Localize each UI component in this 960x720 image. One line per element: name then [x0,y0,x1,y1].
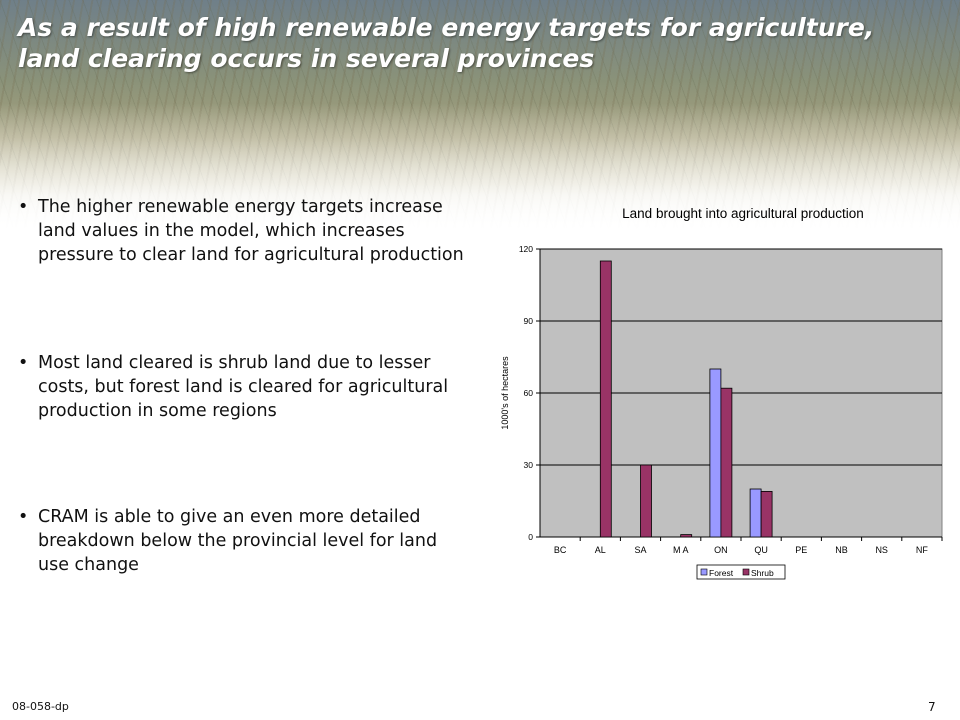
x-tick-label: SA [634,545,646,555]
bullet-item-3: • CRAM is able to give an even more deta… [18,505,468,577]
x-tick-label: BC [554,545,567,555]
footer-code: 08-058-dp [12,700,69,713]
bar-shrub-on [720,387,733,538]
bullet-text-3: CRAM is able to give an even more detail… [38,507,438,575]
bullet-item-2: • Most land cleared is shrub land due to… [18,351,468,423]
bar-forest-qu [749,488,762,538]
x-tick-label: AL [595,545,606,555]
bar-chart: Land brought into agricultural productio… [500,206,943,580]
y-axis-label: 1000's of hectares [500,356,510,430]
bullet-dot: • [18,353,29,373]
x-tick-label: ON [714,545,728,555]
legend-swatch-shrub [742,568,750,576]
y-tick-label: 0 [528,532,533,542]
page-number: 7 [928,700,936,714]
bar-shrub-al [599,260,612,538]
legend-swatch-forest [700,568,708,576]
bullet-dot: • [18,507,29,527]
bullet-list: • The higher renewable energy targets in… [18,195,468,577]
bar-shrub-qu [760,490,773,538]
legend-label-forest: Forest [709,568,734,578]
y-tick-label: 120 [519,244,533,254]
y-tick-label: 30 [524,460,534,470]
bullet-text-1: The higher renewable energy targets incr… [38,197,464,265]
x-tick-label: NB [835,545,848,555]
slide-title-line-1: As a result of high renewable energy tar… [18,13,875,42]
header-background [0,0,960,230]
slide-title-line-2: land clearing occurs in several province… [18,44,595,73]
bar-shrub-ma [680,534,693,538]
legend-box [696,564,786,580]
x-tick-label: QU [754,545,768,555]
chart-title: Land brought into agricultural productio… [622,206,864,221]
y-tick-label: 90 [524,316,534,326]
bullet-text-2: Most land cleared is shrub land due to l… [38,353,449,421]
x-tick-label: PE [795,545,807,555]
bar-forest-on [709,368,722,538]
x-tick-label: NS [875,545,888,555]
x-tick-label: M A [673,545,689,555]
bullet-dot: • [18,197,29,217]
bullet-item-1: • The higher renewable energy targets in… [18,195,468,267]
bar-shrub-sa [640,464,652,538]
slide-title: As a result of high renewable energy tar… [18,12,938,74]
y-tick-label: 60 [524,388,534,398]
legend-label-shrub: Shrub [751,568,774,578]
x-tick-label: NF [916,545,928,555]
